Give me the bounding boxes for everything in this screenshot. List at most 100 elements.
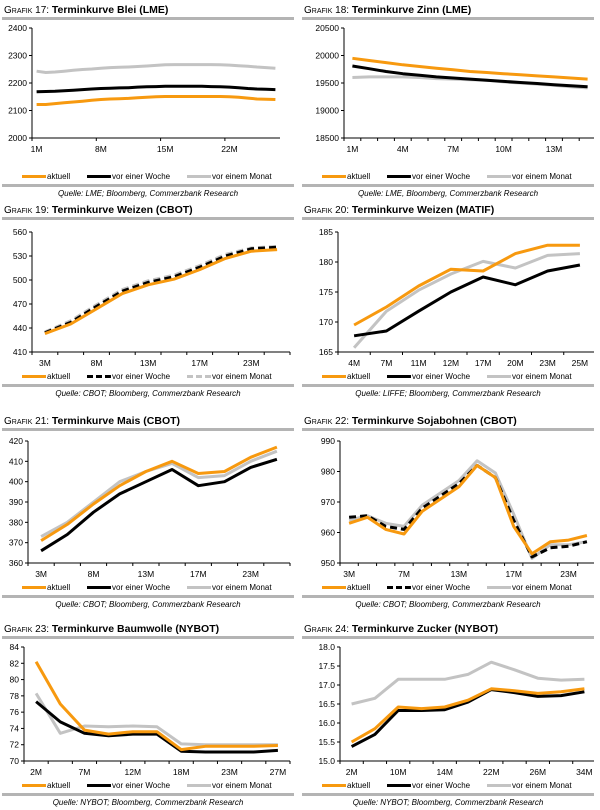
y-tick-label: 400 [9, 477, 23, 487]
x-tick-label: 18M [173, 767, 190, 777]
x-tick-label: 7M [79, 767, 91, 777]
x-tick-label: 2M [346, 767, 358, 777]
title-rule [2, 636, 294, 639]
chart-label: Grafik 19: [4, 205, 52, 216]
legend-swatch [322, 784, 346, 787]
legend-swatch [87, 784, 111, 787]
series-line-aktuell [34, 660, 278, 752]
series-line-monat [40, 449, 278, 538]
source-note: Quelle: LME, Bloomberg, Commerzbank Rese… [357, 189, 539, 198]
plot-area: 950 960 970 980 990 3M 7M 13M 17M 23M [321, 436, 594, 579]
chart-title: Grafik 17: Terminkurve Blei (LME) [2, 3, 294, 17]
legend: aktuell vor einer Woche vor einem Monat [302, 581, 594, 595]
legend: aktuell vor einer Woche vor einem Monat [302, 170, 594, 184]
y-tick-label: 19500 [315, 78, 339, 88]
y-tick-label: 380 [9, 517, 23, 527]
legend-label: vor einer Woche [412, 583, 471, 592]
legend-label: vor einem Monat [512, 583, 572, 592]
bottom-rule [2, 595, 294, 598]
legend-swatch [87, 375, 111, 378]
chart: 410 440 470 500 530 560 3M 8M 13M 17M 23M [2, 220, 294, 370]
legend-label: vor einem Monat [212, 172, 272, 181]
chart-title: Grafik 19: Terminkurve Weizen (CBOT) [2, 203, 294, 217]
source-note: Quelle: CBOT; Bloomberg, Commerzbank Res… [355, 600, 541, 609]
legend-item: aktuell [322, 781, 370, 790]
x-tick-label: 17M [475, 358, 492, 368]
chart-panel-g20: Grafik 20: Terminkurve Weizen (MATIF) 165… [302, 203, 594, 401]
legend-item: vor einer Woche [87, 583, 170, 592]
legend-item: aktuell [22, 781, 70, 790]
x-tick-label: 12M [443, 358, 460, 368]
y-tick-label: 70 [10, 756, 20, 766]
legend-swatch [487, 375, 511, 378]
chart-title: Grafik 22: Terminkurve Sojabohnen (CBOT) [302, 414, 594, 428]
bottom-rule [2, 384, 294, 387]
source-note: Quelle: NYBOT; Bloomberg, Commerzbank Re… [352, 798, 544, 807]
legend-item: vor einem Monat [487, 781, 572, 790]
legend-item: aktuell [322, 372, 370, 381]
legend-label: aktuell [47, 372, 71, 381]
legend-swatch [387, 175, 411, 178]
series-line-aktuell [353, 243, 580, 327]
x-tick-label: 26M [530, 767, 547, 777]
chart-title: Grafik 21: Terminkurve Mais (CBOT) [2, 414, 294, 428]
legend-label: vor einer Woche [112, 583, 171, 592]
series-line-aktuell [40, 445, 278, 542]
chart-title-text: Terminkurve Baumwolle (NYBOT) [51, 623, 220, 635]
chart-title: Grafik 23: Terminkurve Baumwolle (NYBOT) [2, 622, 294, 636]
y-tick-label: 560 [13, 227, 27, 237]
y-tick-label: 185 [319, 227, 333, 237]
source-note: Quelle: LME; Bloomberg, Commerzbank Rese… [57, 189, 239, 198]
x-tick-label: 34M [576, 767, 593, 777]
legend-item: vor einem Monat [187, 372, 272, 381]
chart-panel-g22: Grafik 22: Terminkurve Sojabohnen (CBOT)… [302, 414, 594, 612]
y-tick-label: 72 [10, 740, 20, 750]
legend-swatch [22, 784, 46, 787]
series-line-monat [351, 660, 585, 706]
legend-swatch [387, 375, 411, 378]
series-line-monat [36, 63, 276, 74]
chart: 18500 19000 19500 20000 20500 1M 4M 7M 10M 13M [302, 20, 594, 170]
chart-label: Grafik 24: [304, 624, 352, 635]
series-line-woche [352, 64, 588, 89]
legend-swatch [487, 175, 511, 178]
series-line-aktuell [44, 248, 278, 336]
legend: aktuell vor einer Woche vor einem Monat [302, 370, 594, 384]
legend-label: vor einem Monat [212, 781, 272, 790]
title-rule [2, 428, 294, 431]
chart-title-text: Terminkurve Weizen (CBOT) [51, 204, 193, 216]
legend-swatch [322, 586, 346, 589]
chart-title-text: Terminkurve Zinn (LME) [351, 4, 472, 16]
title-rule [302, 428, 594, 431]
chart-title-text: Terminkurve Blei (LME) [51, 4, 169, 16]
x-tick-label: 17M [191, 358, 208, 368]
plot-area: 2000 2100 2200 2300 2400 1M 8M 15M 22M [8, 23, 280, 154]
x-tick-label: 17M [505, 569, 522, 579]
bottom-rule [2, 184, 294, 187]
chart-title-text: Terminkurve Zucker (NYBOT) [351, 623, 499, 635]
legend-swatch [487, 784, 511, 787]
y-tick-label: 410 [13, 347, 27, 357]
chart-label: Grafik 17: [4, 5, 52, 16]
plot-area: 410 440 470 500 530 560 3M 8M 13M 17M 23M [13, 227, 291, 368]
chart-label: Grafik 22: [304, 416, 352, 427]
chart: 2000 2100 2200 2300 2400 1M 8M 15M 22M [2, 20, 294, 170]
legend-label: vor einer Woche [412, 372, 471, 381]
y-tick-label: 18.0 [318, 642, 335, 652]
series-line-aktuell [348, 463, 588, 556]
y-tick-label: 2100 [8, 106, 27, 116]
legend-swatch [187, 175, 211, 178]
title-rule [302, 217, 594, 220]
y-tick-label: 370 [9, 538, 23, 548]
x-tick-label: 4M [397, 144, 409, 154]
legend-label: vor einer Woche [112, 781, 171, 790]
legend-item: vor einem Monat [487, 583, 572, 592]
legend: aktuell vor einer Woche vor einem Monat [302, 779, 594, 793]
chart-label: Grafik 21: [4, 416, 52, 427]
y-tick-label: 15.0 [318, 756, 335, 766]
y-tick-label: 470 [13, 299, 27, 309]
y-tick-label: 530 [13, 251, 27, 261]
chart-title-text: Terminkurve Mais (CBOT) [51, 415, 181, 427]
y-tick-label: 17.5 [318, 661, 335, 671]
x-tick-label: 2M [30, 767, 42, 777]
